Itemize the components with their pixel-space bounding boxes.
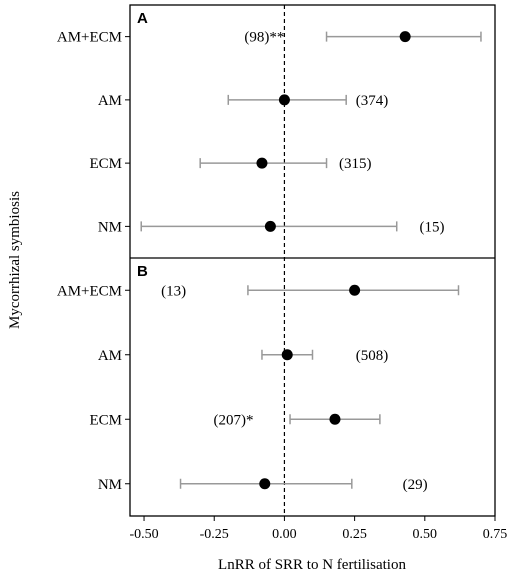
sample-size-label: (13) [161,283,186,299]
x-tick-label: 0.50 [413,527,438,542]
x-tick-label: -0.25 [200,527,229,542]
sample-size-label: (374) [356,93,389,109]
sample-size-label: (207)* [214,412,254,428]
x-tick-label: 0.75 [483,527,508,542]
panel-label: B [137,263,148,280]
panel-a: A AM+ECM (98)** AM (374) ECM (315) NM (15) [57,10,482,235]
sample-size-label: (29) [403,477,428,493]
data-point [281,349,293,361]
panel-label: A [137,10,148,27]
x-axis-title: LnRR of SRR to N fertilisation [218,557,406,573]
panels-layer: A AM+ECM (98)** AM (374) ECM (315) NM (15) B AM+EC… [57,5,482,516]
y-tick-label: AM+ECM [57,283,122,299]
x-tick-label: 0.00 [272,527,297,542]
x-tick-label: 0.25 [342,527,367,542]
x-tick-label: -0.50 [129,527,158,542]
y-tick-label: NM [98,477,122,493]
data-point [399,31,411,43]
y-axis-title: Mycorrhizal symbiosis [7,191,23,329]
x-axis: -0.50 -0.25 0.00 0.25 0.50 0.75 [129,516,507,542]
data-point [349,284,361,296]
sample-size-label: (98)** [244,30,284,46]
y-tick-label: AM+ECM [57,30,122,46]
panel-b: B AM+ECM (13) AM (508) ECM (207)* NM (29) [57,263,460,493]
sample-size-label: (315) [339,156,372,172]
data-point [264,220,276,232]
data-point [259,478,271,490]
data-point [256,157,268,169]
y-tick-label: ECM [89,156,122,172]
data-point [329,413,341,425]
sample-size-label: (508) [356,348,389,364]
data-point [278,94,290,106]
y-tick-label: AM [98,348,122,364]
y-tick-label: ECM [89,412,122,428]
sample-size-label: (15) [419,219,444,235]
plot-frame [129,4,496,517]
y-tick-label: AM [98,93,122,109]
y-tick-label: NM [98,219,122,235]
